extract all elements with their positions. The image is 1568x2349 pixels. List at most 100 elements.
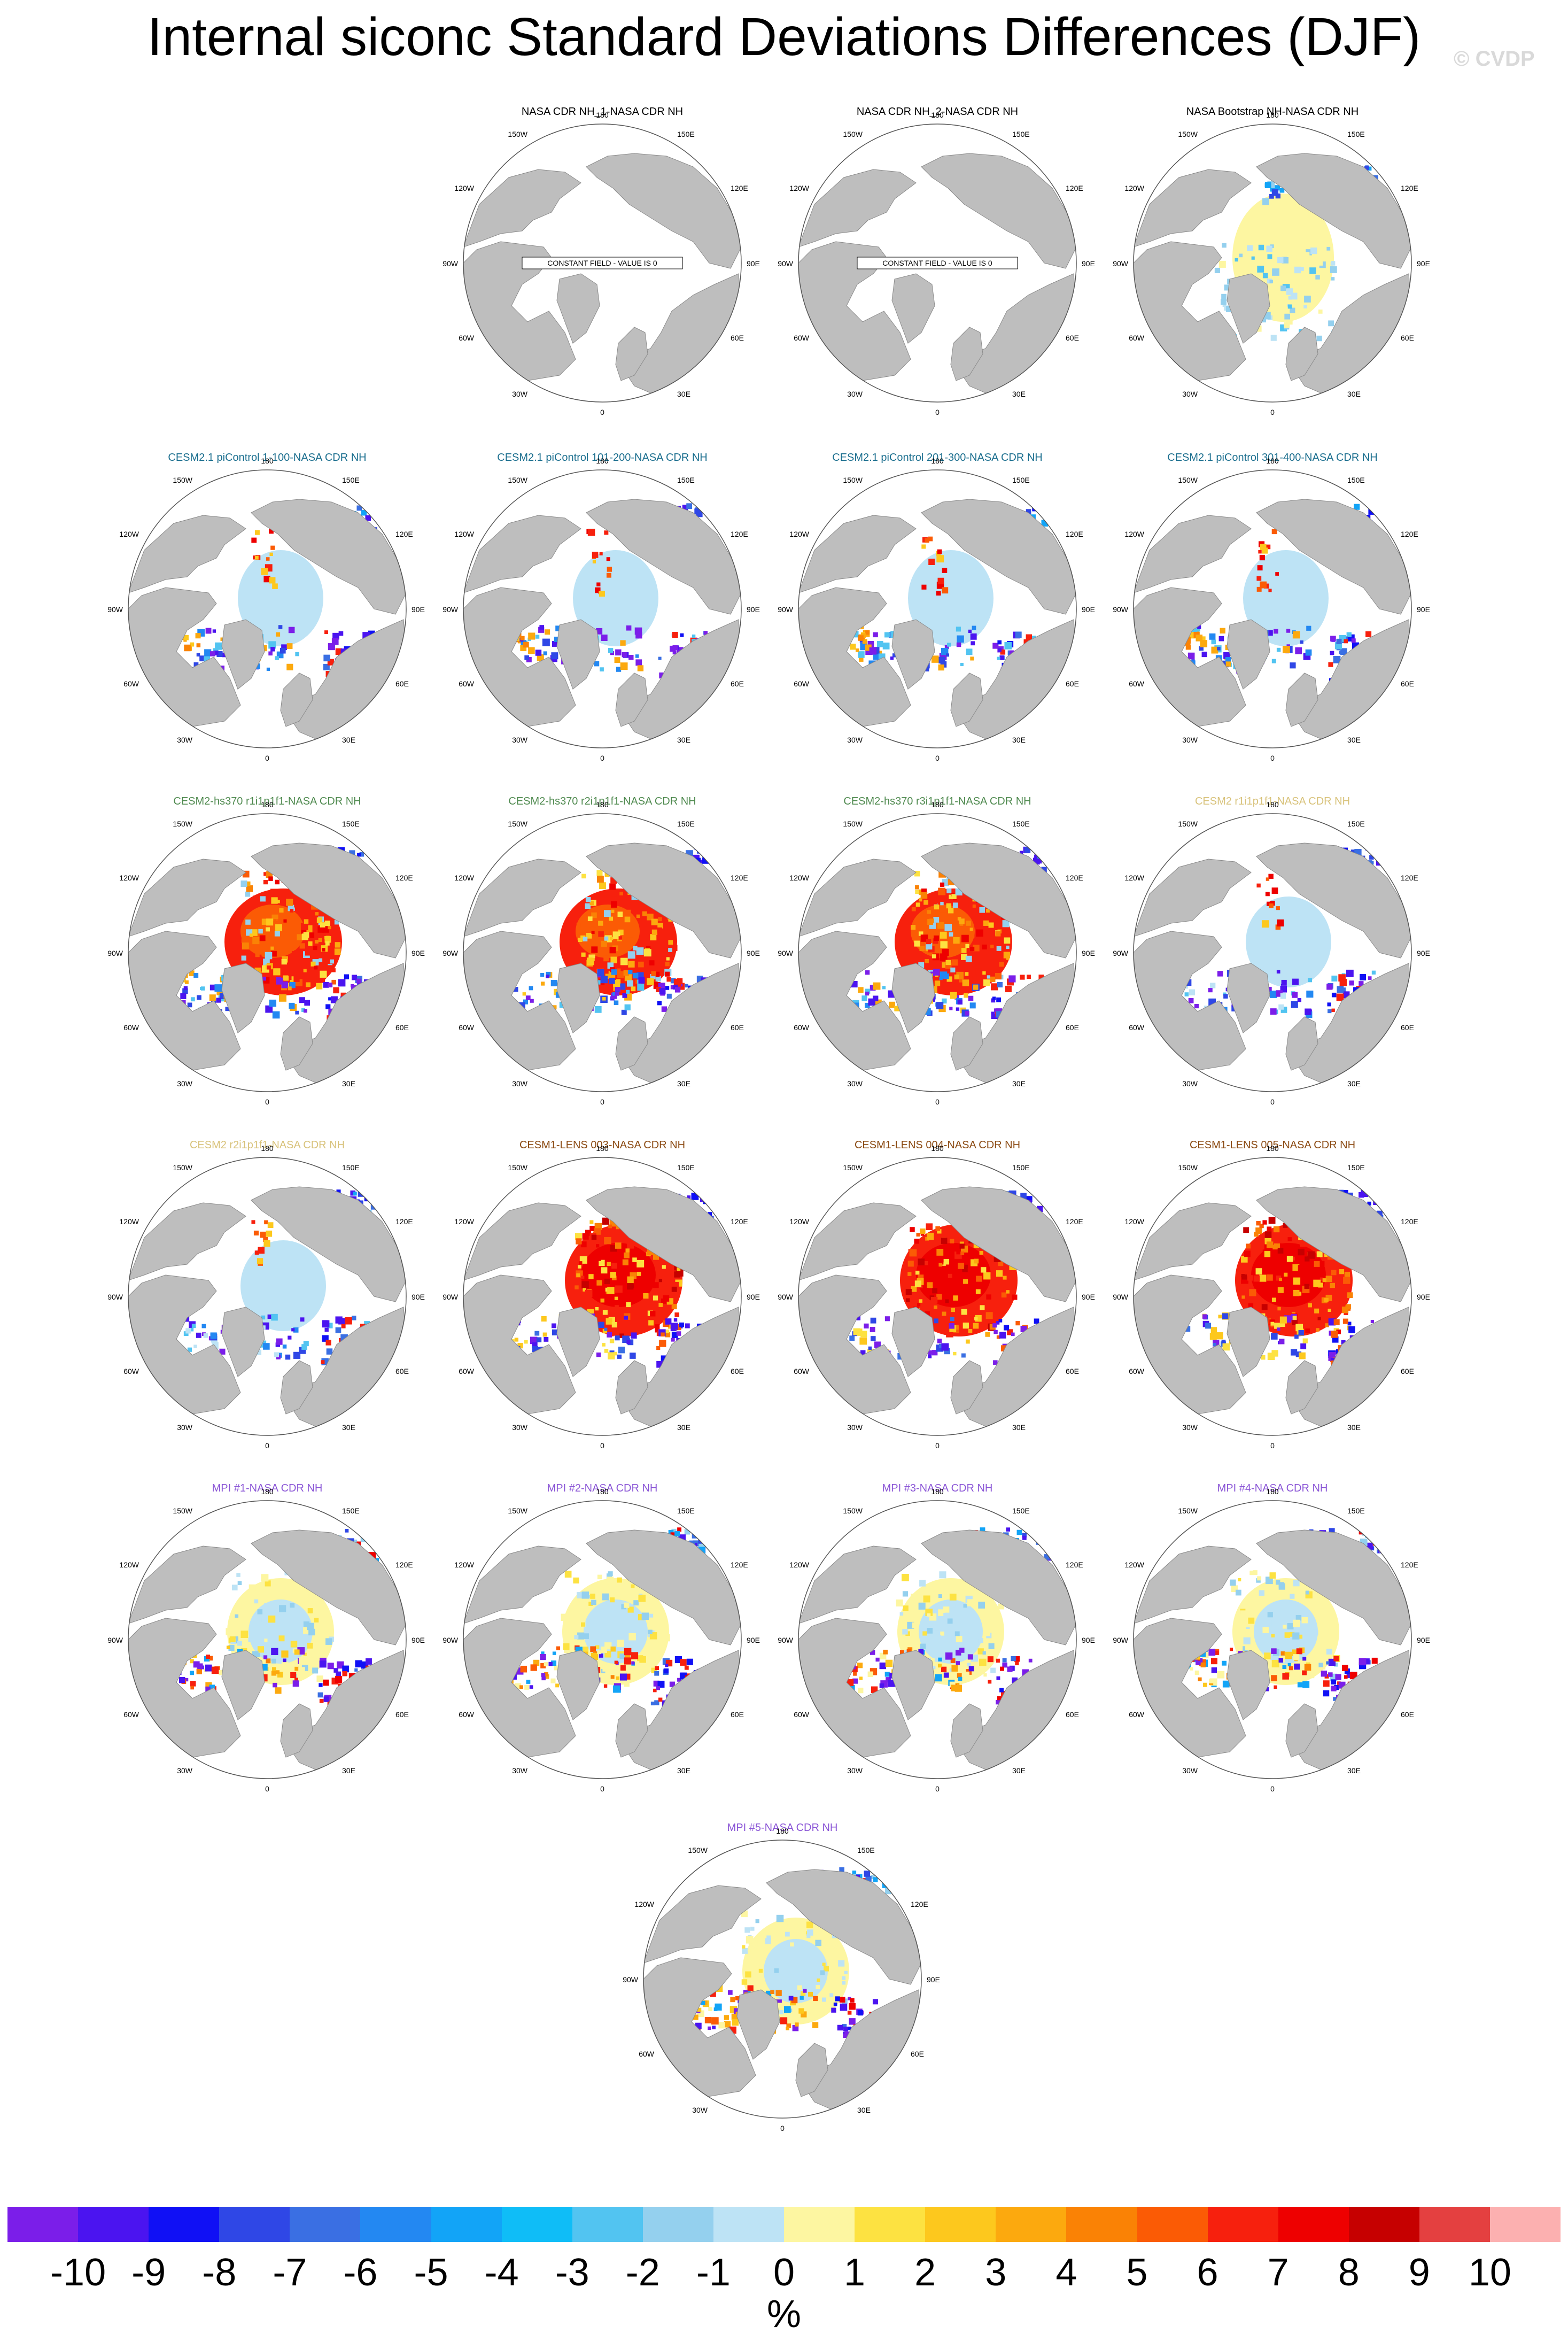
sea-ice-cell: [587, 916, 593, 922]
sea-ice-cell: [1262, 1220, 1267, 1225]
longitude-label-lower-left-2: 30W: [1182, 736, 1198, 744]
sea-ice-cell: [526, 1680, 531, 1684]
sea-ice-cell: [949, 1681, 956, 1688]
sea-ice-cell: [216, 998, 221, 1003]
sea-ice-cell: [934, 935, 940, 941]
sea-ice-cell: [596, 1244, 600, 1248]
colorbar-swatch: [925, 2207, 996, 2242]
sea-ice-cell: [962, 979, 969, 986]
sea-ice-cell: [1287, 1237, 1292, 1241]
sea-ice-cell: [630, 1353, 636, 1359]
sea-ice-cell: [533, 1659, 540, 1666]
longitude-label-upper-left-2: 120W: [789, 530, 809, 538]
sea-ice-cell: [969, 928, 973, 931]
sea-ice-cell: [991, 998, 996, 1003]
sea-ice-cell: [624, 973, 632, 982]
sea-ice-cell: [650, 934, 657, 941]
sea-ice-cell: [270, 647, 275, 652]
sea-ice-cell: [319, 939, 325, 946]
sea-ice-cell: [1271, 1297, 1276, 1302]
sea-ice-cell: [1230, 1579, 1236, 1586]
sea-ice-cell: [698, 1527, 703, 1533]
sea-ice-cell: [1271, 1634, 1275, 1637]
sea-ice-cell: [336, 1189, 341, 1194]
sea-ice-cell: [263, 1237, 268, 1242]
sea-ice-cell: [1296, 1648, 1302, 1655]
sea-ice-cell: [915, 1270, 920, 1275]
sea-ice-cell: [1270, 1322, 1275, 1326]
sea-ice-cell: [575, 1233, 583, 1240]
sea-ice-cell: [245, 919, 251, 925]
colorbar-swatch: [996, 2207, 1067, 2242]
sea-ice-cell: [307, 1622, 314, 1631]
land-mass: [280, 1360, 313, 1415]
longitude-label-left: 90W: [778, 1636, 794, 1644]
sea-ice-cell: [585, 903, 591, 909]
sea-ice-cell: [277, 919, 282, 924]
sea-ice-cell: [1333, 1656, 1339, 1662]
longitude-label-top: 180: [1266, 800, 1279, 809]
sea-ice-cell: [654, 1700, 659, 1705]
sea-ice-cell: [293, 1351, 301, 1359]
longitude-label-bottom: 0: [600, 754, 604, 762]
sea-ice-cell: [1304, 1284, 1310, 1289]
sea-ice-cell: [991, 983, 998, 991]
longitude-label-upper-right-1: 150E: [677, 1163, 695, 1172]
sea-ice-cell: [1359, 981, 1364, 986]
sea-ice-cell: [940, 1631, 944, 1636]
longitude-label-top: 180: [931, 800, 944, 809]
sea-ice-cell: [184, 1678, 189, 1682]
sea-ice-cell: [953, 937, 960, 944]
sea-ice-cell: [1208, 1678, 1214, 1683]
sea-ice-cell: [837, 2025, 843, 2031]
longitude-label-right: 90E: [747, 259, 760, 268]
sea-ice-cell: [635, 654, 639, 658]
sea-ice-cell: [372, 506, 376, 510]
sea-ice-cell: [1221, 293, 1227, 299]
longitude-label-bottom: 0: [935, 754, 940, 762]
sea-ice-cell: [1269, 991, 1277, 998]
sea-ice-cell: [1249, 1571, 1254, 1575]
sea-ice-cell: [205, 1686, 211, 1692]
sea-ice-cell: [813, 1996, 818, 2002]
sea-ice-cell: [601, 1267, 608, 1274]
sea-ice-cell: [712, 2026, 716, 2030]
sea-ice-cell: [325, 1638, 332, 1645]
sea-ice-cell: [746, 1936, 754, 1944]
sea-ice-cell: [622, 652, 627, 658]
sea-ice-cell: [724, 2021, 731, 2028]
sea-ice-cell: [1260, 581, 1267, 589]
sea-ice-cell: [961, 1309, 967, 1315]
map-panel: MPI #3-NASA CDR NH 180 0 90W 90E 150W 120W 150E…: [777, 1482, 1098, 1793]
sea-ice-cell: [923, 900, 929, 905]
sea-ice-cell: [680, 1659, 687, 1666]
sea-ice-cell: [1269, 280, 1273, 283]
sea-ice-cell: [317, 1692, 323, 1698]
sea-ice-cell: [914, 1280, 922, 1287]
sea-ice-cell: [1047, 1541, 1053, 1547]
panel-title: MPI #5-NASA CDR NH: [727, 1822, 838, 1834]
sea-ice-cell: [281, 959, 287, 965]
sea-ice-cell: [541, 1673, 546, 1677]
sea-ice-cell: [264, 1639, 268, 1642]
sea-ice-cell: [276, 1338, 283, 1345]
colorbar-tick-label: 2: [914, 2251, 936, 2294]
sea-ice-cell: [997, 656, 1000, 660]
sea-ice-cell: [237, 1581, 242, 1586]
sea-ice-cell: [263, 977, 270, 984]
sea-ice-cell: [956, 1250, 961, 1255]
sea-ice-cell: [624, 1252, 630, 1258]
sea-ice-cell: [263, 872, 268, 876]
longitude-label-lower-right-2: 30E: [1347, 1766, 1361, 1775]
sea-ice-cell: [938, 887, 946, 895]
sea-ice-cell: [1258, 550, 1262, 554]
sea-ice-cell: [610, 651, 615, 655]
sea-ice-cell: [183, 986, 188, 991]
sea-ice-cell: [614, 1227, 622, 1235]
sea-ice-cell: [1266, 1274, 1273, 1281]
sea-ice-cell: [852, 1871, 857, 1875]
sea-ice-cell: [929, 918, 934, 923]
sea-ice-cell: [655, 1324, 660, 1330]
land-mass: [128, 1546, 246, 1624]
